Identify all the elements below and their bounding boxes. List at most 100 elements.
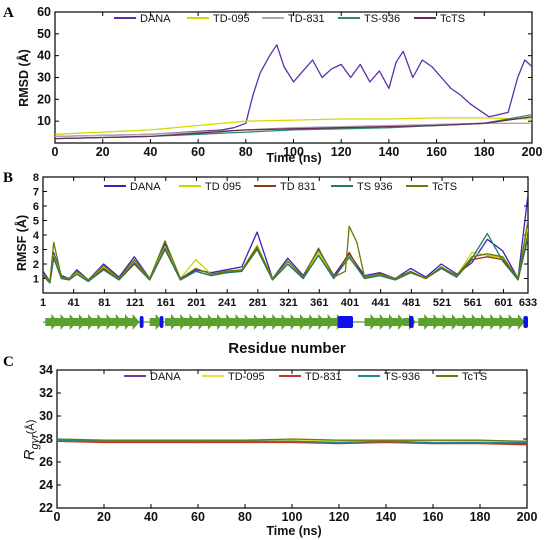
rmsd-plot-frame bbox=[54, 11, 533, 144]
secondary-structure-track bbox=[43, 314, 528, 330]
panel-letter-c: C bbox=[3, 354, 14, 370]
beta-strand-arrow bbox=[201, 314, 215, 330]
rmsd-x-tick-label: 0 bbox=[52, 145, 59, 159]
beta-strand-arrow bbox=[330, 314, 344, 330]
beta-strand-arrow bbox=[126, 314, 140, 330]
rmsf-y-tick-label: 1 bbox=[33, 274, 39, 286]
beta-strand-arrow bbox=[364, 314, 378, 330]
alpha-helix-block bbox=[523, 316, 528, 328]
rmsd-legend-label-dana: DANA bbox=[140, 13, 171, 25]
rgyr-x-tick-label: 180 bbox=[470, 510, 491, 524]
rmsd-x-tick-label: 180 bbox=[474, 145, 495, 159]
rmsf-legend-label-td-095: TD 095 bbox=[205, 181, 241, 193]
rmsd-series-td-095 bbox=[55, 117, 532, 135]
rmsf-y-tick-label: 4 bbox=[33, 230, 40, 242]
rmsf-x-tick-label: 1 bbox=[40, 297, 46, 309]
beta-strand-arrow bbox=[45, 314, 59, 330]
beta-strand-arrow bbox=[293, 314, 307, 330]
beta-strand-arrow bbox=[511, 314, 525, 330]
rgyr-series-ts-936 bbox=[57, 439, 527, 444]
rgyr-label-sub: gyr bbox=[29, 433, 41, 450]
rmsf-x-tick-label: 521 bbox=[433, 297, 451, 309]
beta-strand-arrow bbox=[174, 314, 188, 330]
beta-strand-arrow bbox=[238, 314, 252, 330]
beta-strand-arrow bbox=[502, 314, 516, 330]
rmsd-y-tick-label: 10 bbox=[37, 114, 51, 128]
rgyr-label-main: R bbox=[21, 449, 38, 460]
rmsf-y-tick-label: 5 bbox=[33, 216, 39, 228]
rmsf-y-tick-label: 2 bbox=[33, 259, 39, 271]
beta-strand-arrow bbox=[493, 314, 507, 330]
alpha-helix-block bbox=[159, 316, 164, 328]
beta-strand-arrow bbox=[427, 314, 441, 330]
rmsd-x-tick-label: 40 bbox=[143, 145, 157, 159]
rmsd-legend-label-td-831: TD-831 bbox=[288, 13, 325, 25]
beta-strand-arrow bbox=[54, 314, 68, 330]
beta-strand-arrow bbox=[456, 314, 470, 330]
time-x-axis-label-a: Time (ns) bbox=[266, 151, 321, 165]
beta-strand-arrow bbox=[192, 314, 206, 330]
residue-number-label: Residue number bbox=[228, 340, 346, 357]
beta-strand-arrow bbox=[284, 314, 298, 330]
rmsf-x-tick-label: 241 bbox=[218, 297, 236, 309]
beta-strand-arrow bbox=[484, 314, 498, 330]
rmsf-x-tick-label: 601 bbox=[494, 297, 512, 309]
beta-strand-arrow bbox=[82, 314, 96, 330]
rmsf-y-tick-label: 3 bbox=[33, 245, 39, 257]
beta-strand-arrow bbox=[275, 314, 289, 330]
rmsd-x-tick-label: 140 bbox=[378, 145, 399, 159]
panel-letter-b: B bbox=[3, 170, 13, 186]
rgyr-legend-label-ts-936: TS-936 bbox=[384, 371, 420, 383]
beta-strand-arrow bbox=[257, 314, 271, 330]
beta-strand-arrow bbox=[436, 314, 450, 330]
rmsd-chart: 0 20 40 60 80 100 120 140 160 180 200 10 20 30 40 50 60 D… bbox=[37, 5, 542, 159]
rgyr-x-tick-label: 140 bbox=[376, 510, 397, 524]
rmsf-x-tick-label: 401 bbox=[341, 297, 359, 309]
beta-strand-arrow bbox=[100, 314, 114, 330]
rmsd-x-tick-label: 20 bbox=[96, 145, 110, 159]
beta-strand-arrow bbox=[247, 314, 261, 330]
rgyr-x-tick-label: 80 bbox=[238, 510, 252, 524]
rmsf-legend-label-td-831: TD 831 bbox=[280, 181, 316, 193]
rmsf-legend-label-ts-936: TS 936 bbox=[357, 181, 392, 193]
beta-strand-arrow bbox=[392, 314, 406, 330]
beta-strand-arrow bbox=[183, 314, 197, 330]
rgyr-label-unit: (Å) bbox=[24, 420, 37, 435]
rmsf-series-ts-936 bbox=[43, 232, 528, 284]
beta-strand-arrow bbox=[229, 314, 243, 330]
rmsd-y-tick-label: 30 bbox=[37, 71, 51, 85]
rgyr-legend-label-dana: DANA bbox=[150, 371, 181, 383]
rgyr-legend-label-td-831: TD-831 bbox=[305, 371, 342, 383]
rmsd-series-dana bbox=[55, 44, 532, 138]
rgyr-y-tick-label: 24 bbox=[39, 478, 53, 492]
rmsd-x-tick-label: 80 bbox=[239, 145, 253, 159]
beta-strand-arrow bbox=[211, 314, 225, 330]
rgyr-x-tick-label: 120 bbox=[329, 510, 350, 524]
beta-strand-arrow bbox=[109, 314, 123, 330]
rmsf-x-tick-label: 161 bbox=[157, 297, 175, 309]
beta-strand-arrow bbox=[373, 314, 387, 330]
rgyr-y-tick-label: 28 bbox=[39, 432, 53, 446]
rgyr-x-tick-label: 20 bbox=[97, 510, 111, 524]
rgyr-legend-label-tcts: TcTS bbox=[462, 371, 487, 383]
rgyr-x-tick-label: 200 bbox=[517, 510, 538, 524]
rgyr-y-tick-label: 32 bbox=[39, 386, 53, 400]
rmsd-x-tick-label: 120 bbox=[331, 145, 352, 159]
rgyr-x-tick-label: 160 bbox=[423, 510, 444, 524]
rgyr-series-tcts bbox=[57, 438, 527, 442]
rmsd-legend-label-tcts: TcTS bbox=[440, 13, 465, 25]
rmsf-chart: 1 41 81 121 161 201 241 281 321 361 401 441 481 521 56… bbox=[33, 172, 537, 309]
rmsf-x-tick-label: 81 bbox=[98, 297, 110, 309]
rgyr-legend-label-td-095: TD-095 bbox=[228, 371, 265, 383]
rgyr-y-tick-label: 34 bbox=[39, 363, 53, 377]
panel-letter-a: A bbox=[3, 5, 14, 21]
alpha-helix-block bbox=[409, 316, 414, 328]
beta-strand-arrow bbox=[266, 314, 280, 330]
beta-strand-arrow bbox=[321, 314, 335, 330]
rmsf-legend-label-dana: DANA bbox=[130, 181, 161, 193]
rmsd-x-tick-label: 100 bbox=[283, 145, 304, 159]
rmsd-series-group bbox=[55, 44, 532, 140]
time-x-axis-label-c: Time (ns) bbox=[266, 524, 321, 538]
rgyr-y-tick-label: 22 bbox=[39, 501, 53, 515]
